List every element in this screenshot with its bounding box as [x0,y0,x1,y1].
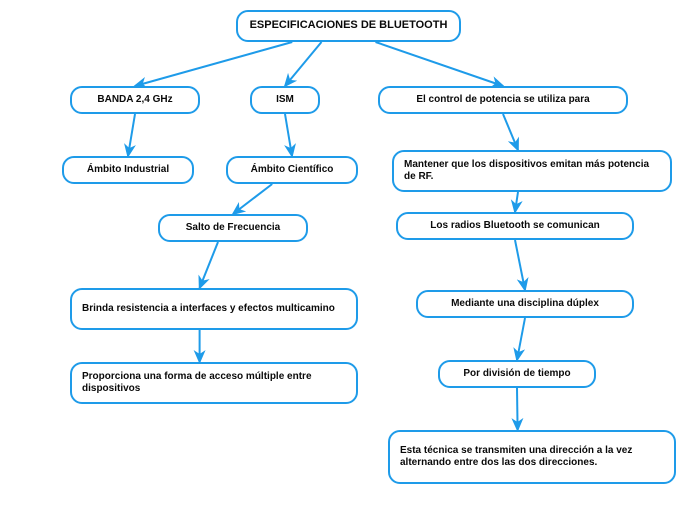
node-ism: ISM [250,86,320,114]
edge-salto-brinda [200,242,218,288]
node-label: Los radios Bluetooth se comunican [408,220,622,233]
node-duplex: Mediante una disciplina dúplex [416,290,634,318]
node-ambCie: Ámbito Científico [226,156,358,184]
node-label: Salto de Frecuencia [170,222,296,235]
edge-radios-duplex [515,240,525,290]
edge-root-ism [285,42,322,86]
node-ctrl: El control de potencia se utiliza para [378,86,628,114]
node-salto: Salto de Frecuencia [158,214,308,242]
node-label: BANDA 2,4 GHz [82,94,188,107]
edge-ambCie-salto [233,184,272,214]
node-label: Mantener que los dispositivos emitan más… [404,159,660,184]
node-mant: Mantener que los dispositivos emitan más… [392,150,672,192]
edge-ism-ambCie [285,114,292,156]
edge-duplex-divti [517,318,525,360]
node-label: ISM [262,94,308,107]
node-tecnica: Esta técnica se transmiten una dirección… [388,430,676,484]
node-banda: BANDA 2,4 GHz [70,86,200,114]
node-label: El control de potencia se utiliza para [390,94,616,107]
node-label: Brinda resistencia a interfaces y efecto… [82,303,346,316]
node-divti: Por división de tiempo [438,360,596,388]
node-label: ESPECIFICACIONES DE BLUETOOTH [248,19,449,33]
node-propor: Proporciona una forma de acceso múltiple… [70,362,358,404]
node-ambInd: Ámbito Industrial [62,156,194,184]
node-radios: Los radios Bluetooth se comunican [396,212,634,240]
node-label: Esta técnica se transmiten una dirección… [400,445,664,470]
node-label: Ámbito Industrial [74,164,182,177]
node-root: ESPECIFICACIONES DE BLUETOOTH [236,10,461,42]
node-label: Por división de tiempo [450,368,584,381]
edge-root-banda [135,42,292,86]
edge-divti-tecnica [517,388,518,430]
edge-root-ctrl [376,42,504,86]
node-label: Mediante una disciplina dúplex [428,298,622,311]
node-label: Proporciona una forma de acceso múltiple… [82,371,346,396]
edge-mant-radios [515,192,518,212]
node-label: Ámbito Científico [238,164,346,177]
edge-banda-ambInd [128,114,135,156]
node-brinda: Brinda resistencia a interfaces y efecto… [70,288,358,330]
edge-ctrl-mant [503,114,518,150]
